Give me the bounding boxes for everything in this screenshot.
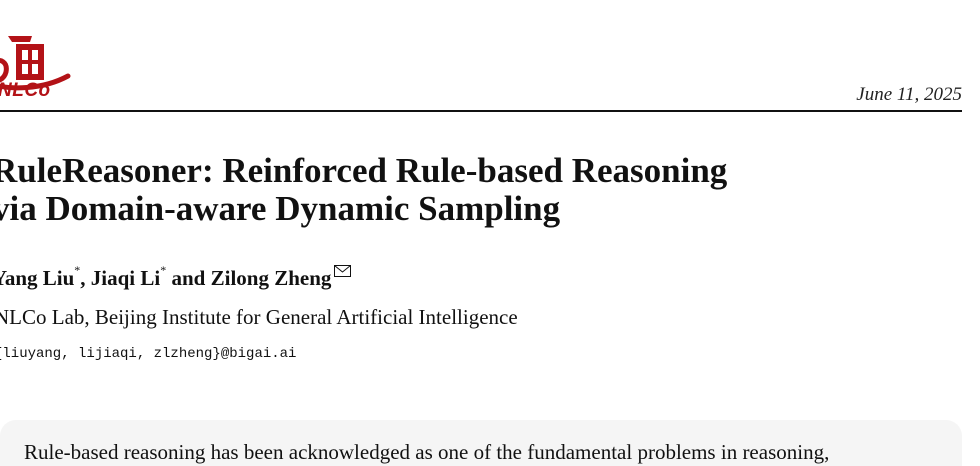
author-separator: ,: [80, 266, 91, 290]
author-emails: {liuyang, lijiaqi, zlzheng}@bigai.ai: [0, 346, 297, 362]
author-name: Zilong Zheng: [210, 266, 332, 290]
author-name: Yang Liu: [0, 266, 75, 290]
logo-emblem-icon: [0, 36, 71, 91]
equal-contribution-mark: *: [160, 263, 167, 277]
paper-title: RuleReasoner: Reinforced Rule-based Reas…: [0, 152, 812, 228]
author-list: Yang Liu*, Jiaqi Li* and Zilong Zheng: [0, 263, 352, 291]
logo-label: NLCo: [0, 80, 51, 101]
equal-contribution-mark: *: [74, 263, 81, 277]
title-line-2: via Domain-aware Dynamic Sampling: [0, 189, 561, 228]
nlco-logo: [0, 14, 76, 104]
abstract-text: Rule-based reasoning has been acknowledg…: [24, 440, 830, 464]
publication-date: June 11, 2025: [856, 84, 962, 105]
title-line-1: RuleReasoner: Reinforced Rule-based Reas…: [0, 151, 728, 190]
affiliation: NLCo Lab, Beijing Institute for General …: [0, 305, 518, 329]
author-separator: and: [166, 266, 211, 290]
header-divider: [0, 110, 962, 112]
author-name: Jiaqi Li: [90, 266, 161, 290]
envelope-icon: [334, 265, 352, 277]
abstract-box: [0, 420, 962, 466]
